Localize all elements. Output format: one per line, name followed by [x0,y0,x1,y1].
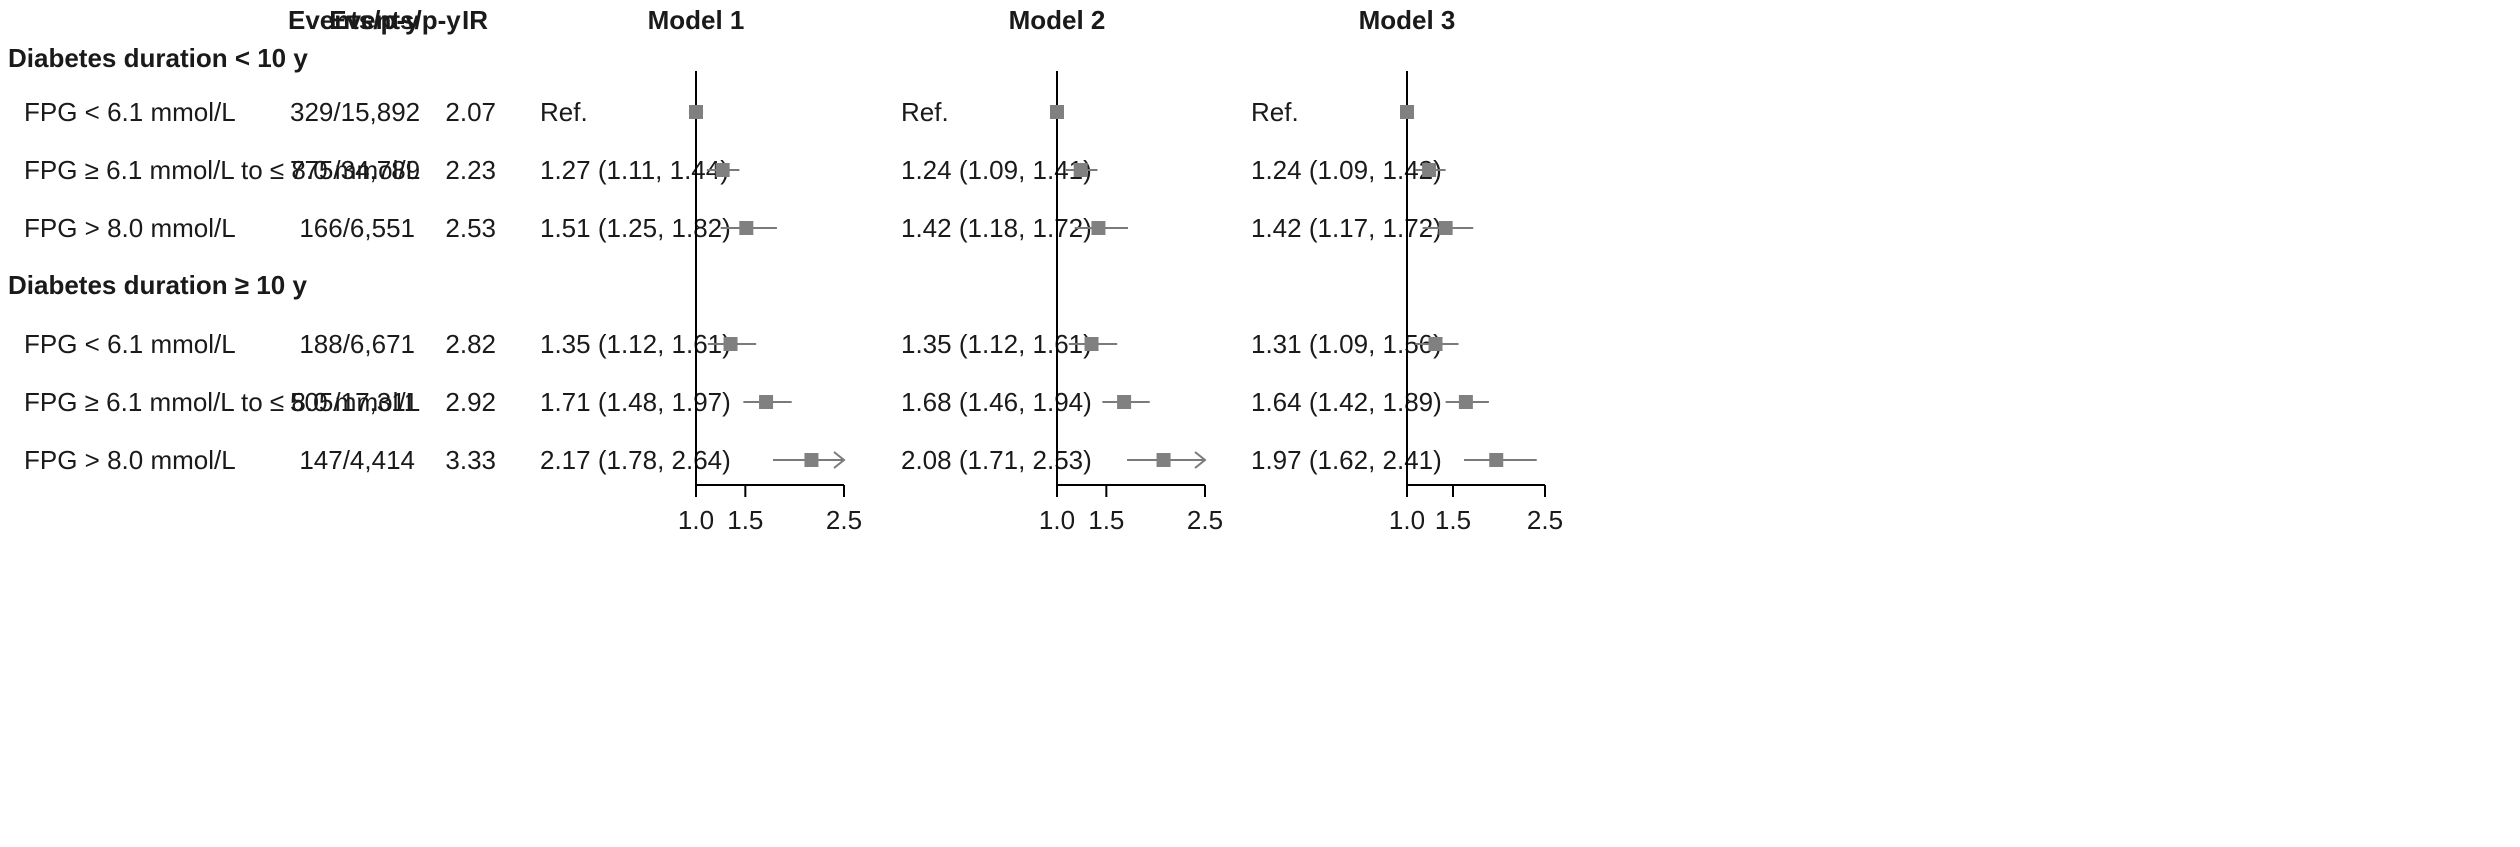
estimate-text: 1.68 (1.46, 1.94) [901,387,1092,417]
ir-value: 2.82 [445,329,496,359]
x-tick-label: 2.5 [1527,505,1563,535]
point-estimate [1422,163,1437,177]
x-tick-label: 1.0 [1039,505,1075,535]
events-value: 166/6,551 [299,213,415,243]
estimate-text: Ref. [1251,97,1299,127]
row-label: FPG > 8.0 mmol/L [24,213,236,243]
estimate-text: 1.42 (1.17, 1.72) [1251,213,1442,243]
point-estimate [1050,105,1064,119]
point-estimate [1458,395,1473,409]
events-value: 505/17,311 [290,387,419,417]
x-tick-label: 1.5 [1088,505,1124,535]
estimate-text: 1.51 (1.25, 1.82) [540,213,731,243]
row-label: FPG ≥ 6.1 mmol/L to ≤ 8.0 mmol/L [24,155,421,185]
x-tick-label: 2.5 [1187,505,1223,535]
row-label: FPG ≥ 6.1 mmol/L to ≤ 8.0 mmol/L [24,387,421,417]
estimate-text: 1.64 (1.42, 1.89) [1251,387,1442,417]
row-label: FPG > 8.0 mmol/L [24,445,236,475]
header-events: Events/p-y [288,5,420,35]
point-estimate [1073,163,1088,177]
estimate-text: 1.27 (1.11, 1.44) [540,155,729,185]
point-estimate [739,221,754,235]
header-ir: IR [462,5,488,35]
row-label: FPG < 6.1 mmol/L [24,329,236,359]
events-value: 775/34,789 [290,155,421,185]
header-model-1: Model 1 [647,5,745,35]
estimate-text: 2.08 (1.71, 2.53) [901,445,1092,475]
estimate-text: Ref. [901,97,949,127]
estimate-text: 1.24 (1.09, 1.41) [901,155,1092,185]
ci-arrow [833,451,846,469]
point-estimate [1428,337,1443,351]
point-estimate [804,453,819,467]
point-estimate [1084,337,1099,351]
ir-value: 3.33 [445,445,496,475]
point-estimate [759,395,774,409]
point-estimate [689,105,703,119]
header-model-3: Model 3 [1358,5,1456,35]
events-value: 329/15,892 [290,97,421,127]
x-tick-label: 2.5 [826,505,862,535]
events-value: 147/4,414 [299,445,415,475]
estimate-text: 1.97 (1.62, 2.41) [1251,445,1442,475]
point-estimate [1091,221,1106,235]
point-estimate [1489,453,1504,467]
ci-arrow [1194,451,1207,469]
ir-value: 2.23 [445,155,496,185]
point-estimate [1438,221,1453,235]
point-estimate [1156,453,1171,467]
ir-value: 2.92 [445,387,496,417]
x-tick-label: 1.0 [1389,505,1425,535]
header-model-2: Model 2 [1008,5,1106,35]
row-label: FPG < 6.1 mmol/L [24,97,236,127]
point-estimate [1117,395,1132,409]
group-title: Diabetes duration ≥ 10 y [8,270,307,300]
ir-value: 2.53 [445,213,496,243]
point-estimate [715,163,730,177]
estimate-text: 2.17 (1.78, 2.64) [540,445,731,475]
estimate-text: 1.42 (1.18, 1.72) [901,213,1092,243]
group-title: Diabetes duration < 10 y [8,43,308,73]
ir-value: 2.07 [445,97,496,127]
point-estimate [1400,105,1414,119]
estimate-text: 1.35 (1.12, 1.61) [901,329,1092,359]
estimate-text: 1.35 (1.12, 1.61) [540,329,731,359]
point-estimate [723,337,738,351]
x-tick-label: 1.5 [727,505,763,535]
x-tick-label: 1.0 [678,505,714,535]
estimate-text: 1.31 (1.09, 1.56) [1251,329,1442,359]
x-tick-label: 1.5 [1435,505,1471,535]
events-value: 188/6,671 [299,329,415,359]
estimate-text: 1.24 (1.09, 1.42) [1251,155,1442,185]
estimate-text: 1.71 (1.48, 1.97) [540,387,731,417]
estimate-text: Ref. [540,97,588,127]
